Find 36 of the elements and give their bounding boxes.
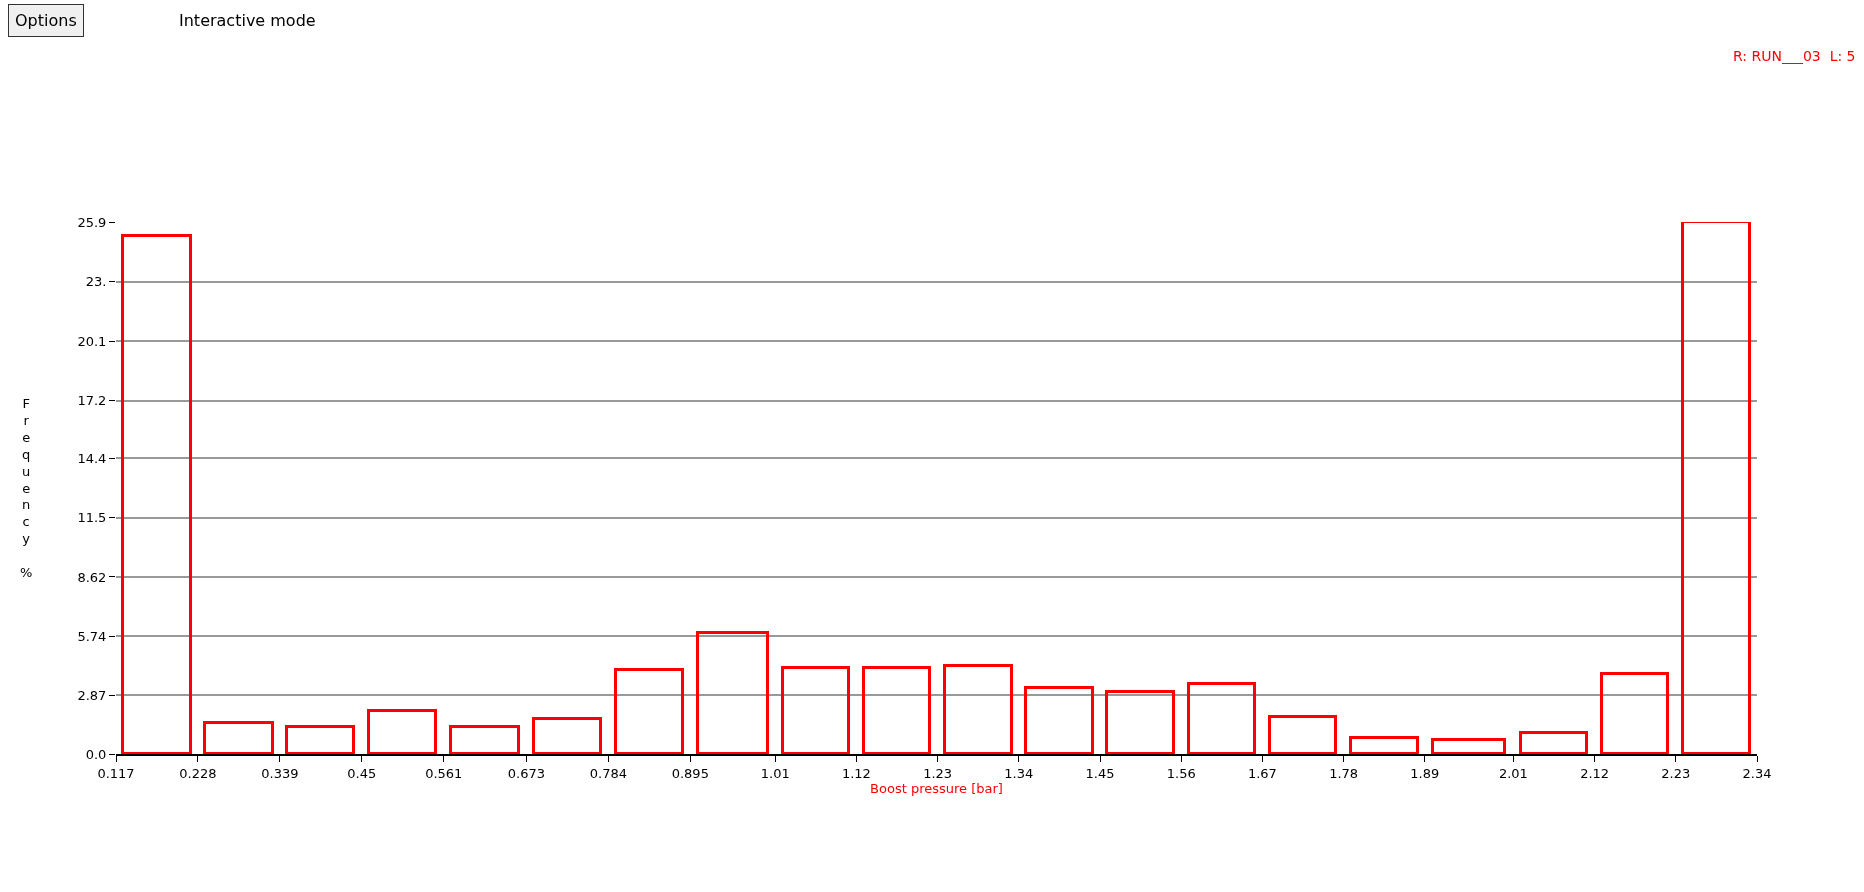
y-tick-label: 14.4 [77, 450, 107, 466]
x-tick-label: 2.23 [1661, 765, 1691, 781]
y-tick-label: 8.62 [77, 569, 107, 585]
x-tick-label: 1.45 [1085, 765, 1115, 781]
text: Options [15, 11, 77, 30]
x-tick-label: 1.12 [841, 765, 871, 781]
x-tick-label: 0.561 [425, 765, 463, 781]
x-tick-label: 0.117 [97, 765, 135, 781]
x-tick-label: 0.339 [261, 765, 299, 781]
x-tick-label: 1.78 [1329, 765, 1359, 781]
text: Interactive mode [179, 11, 316, 30]
text: Frequency % [20, 396, 33, 580]
x-tick-label: 2.34 [1742, 765, 1772, 781]
text: R: RUN___03 L: 5 [1733, 48, 1856, 64]
x-axis-title: Boost pressure [bar] [870, 780, 1003, 796]
y-tick-label: 23. [85, 274, 107, 290]
x-tick-label: 1.89 [1410, 765, 1440, 781]
y-tick-label: 5.74 [77, 628, 107, 644]
x-tick-label: 0.228 [179, 765, 217, 781]
x-tick-label: 1.23 [923, 765, 953, 781]
x-tick-label: 0.895 [671, 765, 709, 781]
y-tick-label: 25.9 [77, 214, 107, 230]
x-tick-label: 1.34 [1004, 765, 1034, 781]
x-tick-label: 1.01 [760, 765, 790, 781]
x-tick-label: 0.673 [507, 765, 546, 781]
y-tick-label: 20.1 [77, 333, 107, 349]
y-tick-label: 17.2 [77, 393, 107, 409]
x-tick-label: 0.45 [347, 765, 377, 781]
y-tick-label: 0.0 [85, 746, 107, 762]
x-tick-label: 2.01 [1498, 765, 1528, 781]
x-tick-label: 2.12 [1580, 765, 1610, 781]
y-tick-label: 2.87 [77, 687, 107, 703]
y-tick-label: 11.5 [77, 510, 107, 526]
x-tick-label: 1.56 [1166, 765, 1196, 781]
x-tick-label: 1.67 [1247, 765, 1277, 781]
x-tick-label: 0.784 [589, 765, 627, 781]
